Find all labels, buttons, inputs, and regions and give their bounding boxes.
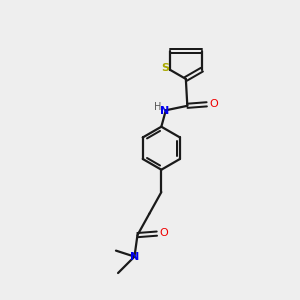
Text: N: N (130, 252, 139, 262)
Text: H: H (154, 102, 161, 112)
Text: O: O (159, 228, 168, 238)
Text: S: S (161, 63, 169, 73)
Text: N: N (160, 106, 169, 116)
Text: O: O (209, 99, 218, 109)
